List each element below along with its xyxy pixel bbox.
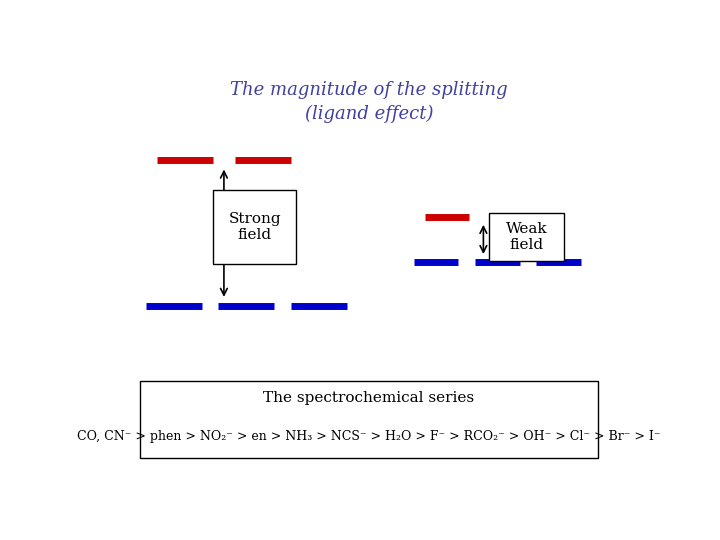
Text: The spectrochemical series: The spectrochemical series [264, 391, 474, 405]
Text: CO, CN⁻ > phen > NO₂⁻ > en > NH₃ > NCS⁻ > H₂O > F⁻ > RCO₂⁻ > OH⁻ > Cl⁻ > Br⁻ > I: CO, CN⁻ > phen > NO₂⁻ > en > NH₃ > NCS⁻ … [77, 430, 661, 443]
FancyBboxPatch shape [213, 190, 297, 265]
Text: The magnitude of the splitting
(ligand effect): The magnitude of the splitting (ligand e… [230, 82, 508, 123]
Text: Weak
field: Weak field [506, 222, 547, 252]
Text: Strong
field: Strong field [228, 212, 281, 242]
FancyBboxPatch shape [140, 381, 598, 458]
FancyBboxPatch shape [489, 213, 564, 261]
